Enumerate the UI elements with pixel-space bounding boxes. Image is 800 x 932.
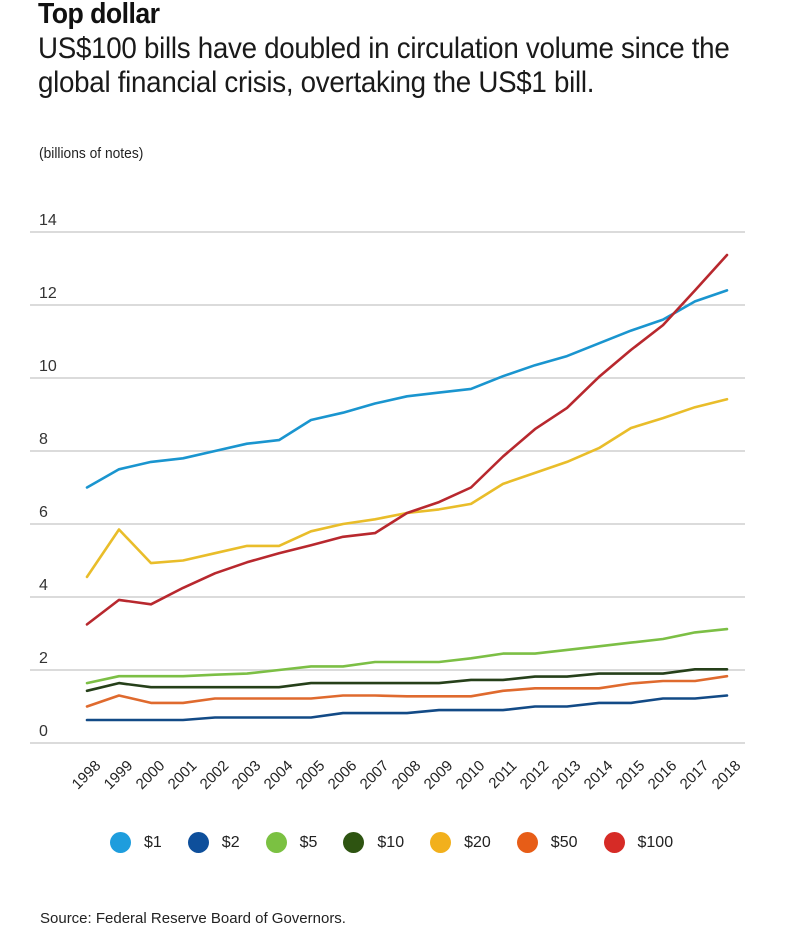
series-line-usd1 — [85, 289, 729, 489]
x-tick-label: 2013 — [549, 757, 585, 793]
legend-item-usd2: $2 — [187, 832, 240, 853]
legend-label: $100 — [637, 833, 674, 851]
series-line-usd2 — [85, 694, 729, 722]
x-tick-label: 2009 — [421, 757, 457, 793]
x-tick-label: 1999 — [101, 757, 137, 793]
y-tick-label: 12 — [39, 285, 57, 302]
y-tick-label: 6 — [39, 504, 48, 521]
legend-item-usd100: $100 — [603, 832, 674, 853]
x-axis-ticks: 1998199920002001200220032004200520062007… — [69, 757, 745, 793]
y-tick-label: 10 — [39, 358, 57, 375]
series-line-usd5 — [85, 627, 729, 685]
legend-swatch-icon — [343, 832, 365, 853]
legend-label: $20 — [464, 833, 491, 851]
legend-item-usd20: $20 — [430, 832, 491, 853]
x-tick-label: 1998 — [69, 757, 105, 793]
x-tick-label: 2007 — [357, 757, 393, 793]
x-tick-label: 2011 — [485, 757, 520, 792]
series-line-usd50 — [85, 674, 729, 708]
series-lines — [85, 253, 729, 722]
x-tick-label: 2006 — [325, 757, 361, 793]
y-axis-ticks: 0 2 4 6 8 10 12 14 — [39, 212, 57, 740]
x-tick-label: 2000 — [133, 757, 169, 793]
chart-title: Top dollar — [38, 0, 160, 30]
y-tick-label: 8 — [39, 431, 48, 448]
x-tick-label: 2014 — [581, 757, 617, 793]
legend-swatch-icon — [187, 832, 209, 853]
x-tick-label: 2005 — [293, 757, 329, 793]
legend-label: $5 — [299, 833, 318, 851]
y-tick-label: 0 — [39, 723, 48, 740]
line-chart: 0 2 4 6 8 10 12 14 1998199920002001200220032004… — [30, 212, 745, 793]
legend-item-usd1: $1 — [110, 832, 162, 853]
legend-label: $2 — [221, 833, 240, 851]
y-tick-label: 4 — [39, 577, 48, 594]
legend-swatch-icon — [265, 832, 287, 853]
y-tick-label: 14 — [39, 212, 57, 229]
x-tick-label: 2004 — [261, 757, 297, 793]
x-tick-label: 2015 — [613, 757, 649, 793]
x-tick-label: 2003 — [229, 757, 265, 793]
legend-swatch-icon — [516, 832, 538, 853]
x-tick-label: 2001 — [165, 757, 201, 793]
units-label: (billions of notes) — [39, 145, 144, 162]
x-tick-label: 2012 — [517, 757, 553, 793]
x-tick-label: 2016 — [645, 757, 681, 793]
source-note: Source: Federal Reserve Board of Governo… — [40, 910, 346, 927]
legend-item-usd50: $50 — [516, 832, 578, 853]
gridlines — [30, 231, 745, 744]
legend-swatch-icon — [603, 832, 625, 853]
legend-label: $50 — [550, 833, 578, 851]
x-tick-label: 2010 — [453, 757, 489, 793]
series-line-usd10 — [85, 667, 729, 693]
legend-label: $1 — [144, 833, 162, 851]
legend-item-usd10: $10 — [343, 832, 404, 853]
legend-label: $10 — [377, 833, 405, 851]
x-tick-label: 2002 — [197, 757, 233, 793]
x-tick-label: 2018 — [709, 757, 745, 793]
y-tick-label: 2 — [39, 650, 48, 667]
legend-swatch-icon — [430, 832, 452, 853]
series-line-usd100 — [85, 253, 729, 626]
chart-subtitle: US$100 bills have doubled in circulation… — [38, 32, 730, 99]
legend-swatch-icon — [110, 832, 131, 853]
legend: $1 $2 $5 $10 $20 $50 $100 — [110, 832, 699, 853]
x-tick-label: 2008 — [389, 757, 425, 793]
legend-item-usd5: $5 — [265, 832, 318, 853]
x-tick-label: 2017 — [677, 757, 713, 793]
series-line-usd20 — [85, 397, 729, 579]
